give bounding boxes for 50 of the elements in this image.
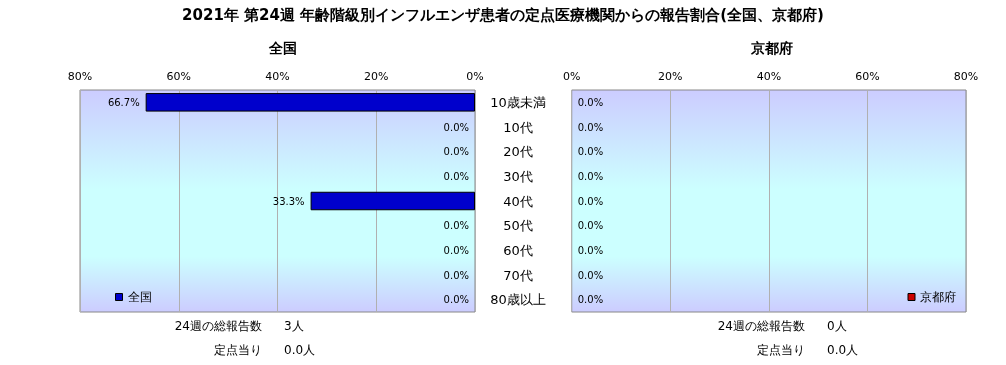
x-tick-label: 40% xyxy=(265,70,290,83)
text: 定点当り xyxy=(214,343,262,357)
x-tick-label: 80% xyxy=(953,70,979,83)
text: 24週の総報告数 xyxy=(717,319,806,333)
data-label: 0.0% xyxy=(577,294,604,306)
text: 0人 xyxy=(827,319,847,333)
data-label: 0.0% xyxy=(577,96,604,108)
x-tick-label: 40% xyxy=(756,70,782,83)
legend-label: 全国 xyxy=(127,290,152,304)
y-tick-label: 10歳未満 xyxy=(490,94,546,110)
y-tick-label: 10代 xyxy=(503,119,533,135)
data-label: 66.7% xyxy=(107,96,140,108)
x-tick-label: 20% xyxy=(364,70,389,83)
chart-subtitle: 全国 xyxy=(267,40,297,56)
y-tick-label: 40代 xyxy=(503,193,533,209)
chart-subtitle: 京都府 xyxy=(750,40,793,56)
y-tick-label: 30代 xyxy=(503,168,533,184)
text: 24週の総報告数 xyxy=(174,319,263,333)
data-label: 0.0% xyxy=(443,244,469,256)
data-label: 0.0% xyxy=(577,220,604,232)
text: 定点当り xyxy=(757,343,805,357)
data-label: 0.0% xyxy=(577,146,604,158)
y-tick-label: 80歳以上 xyxy=(490,292,546,308)
data-label: 33.3% xyxy=(272,195,305,207)
data-label: 0.0% xyxy=(443,170,469,182)
data-label: 0.0% xyxy=(577,195,604,207)
data-label: 0.0% xyxy=(577,170,604,182)
x-tick-label: 60% xyxy=(855,70,880,83)
data-label: 0.0% xyxy=(577,269,604,281)
x-tick-label: 0% xyxy=(466,70,484,83)
data-label: 0.0% xyxy=(443,146,469,158)
y-tick-label: 50代 xyxy=(503,218,533,234)
data-label: 0.0% xyxy=(443,220,469,232)
legend-label: 京都府 xyxy=(920,290,956,304)
data-label: 0.0% xyxy=(577,244,604,256)
x-tick-label: 0% xyxy=(563,70,581,83)
y-tick-label: 70代 xyxy=(503,267,533,283)
x-tick-label: 80% xyxy=(67,70,93,83)
data-label: 0.0% xyxy=(443,269,469,281)
data-label: 0.0% xyxy=(443,121,469,133)
text: 0.0人 xyxy=(827,343,859,357)
text: 3人 xyxy=(284,319,304,333)
data-label: 0.0% xyxy=(577,121,604,133)
y-tick-label: 60代 xyxy=(503,242,533,258)
text: 0.0人 xyxy=(284,343,316,357)
chart-title: 2021年 第24週 年齢階級別インフルエンザ患者の定点医療機関からの報告割合(全国、京都府) xyxy=(181,6,825,25)
data-label: 0.0% xyxy=(443,294,469,306)
x-tick-label: 20% xyxy=(658,70,683,83)
x-tick-label: 60% xyxy=(166,70,191,83)
y-tick-label: 20代 xyxy=(503,144,533,160)
